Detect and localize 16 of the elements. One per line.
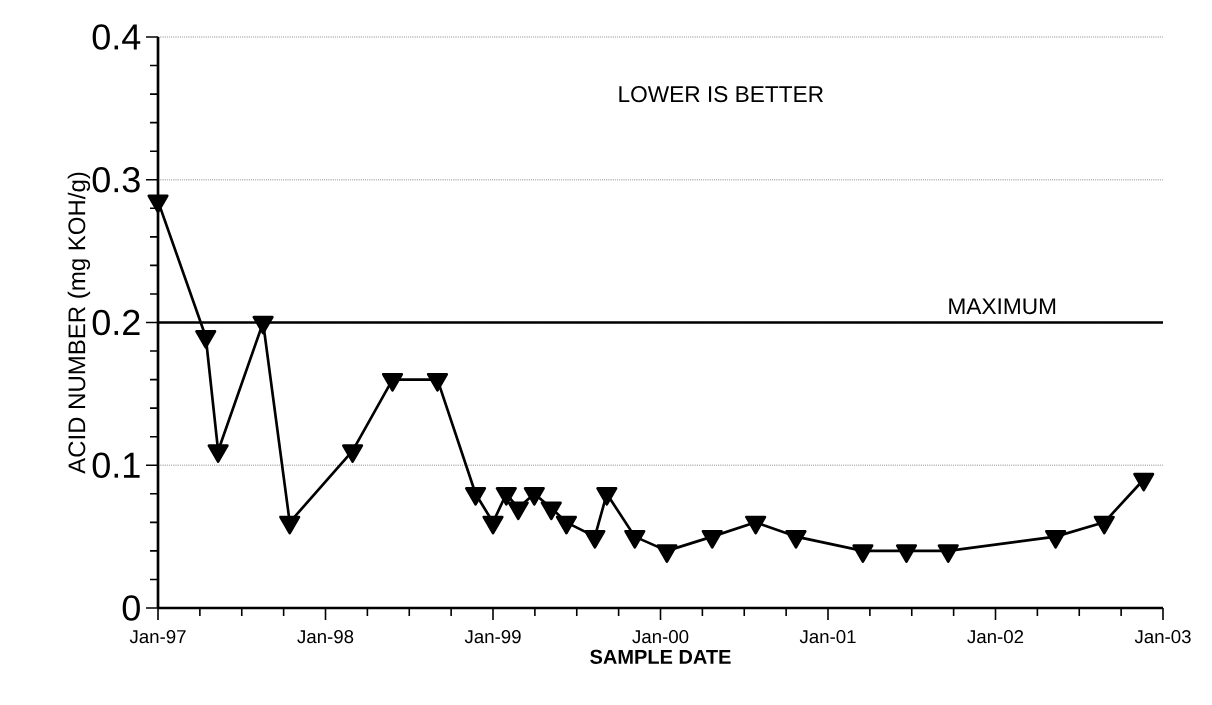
y-tick-label: 0.1 — [92, 452, 140, 478]
y-tick-label: 0.2 — [92, 309, 140, 336]
x-tick-label: Jan-97 — [129, 630, 186, 644]
y-tick-label: 0.4 — [92, 24, 141, 50]
y-axis-title: ACID NUMBER (mg KOH/g) — [67, 172, 91, 474]
y-tick-label: 0 — [122, 595, 140, 621]
ref-line-label: MAXIMUM — [949, 298, 1056, 315]
x-tick-label: Jan-00 — [632, 630, 689, 644]
x-tick-label: Jan-01 — [799, 630, 856, 644]
x-tick-label: Jan-98 — [297, 630, 354, 644]
y-tick-label: 0.3 — [92, 166, 140, 193]
x-tick-label: Jan-03 — [1134, 630, 1191, 644]
annotation: LOWER IS BETTER — [619, 86, 824, 103]
x-tick-label: Jan-99 — [464, 630, 521, 644]
x-axis-title: SAMPLE DATE — [590, 649, 731, 664]
x-tick-label: Jan-02 — [967, 630, 1024, 644]
